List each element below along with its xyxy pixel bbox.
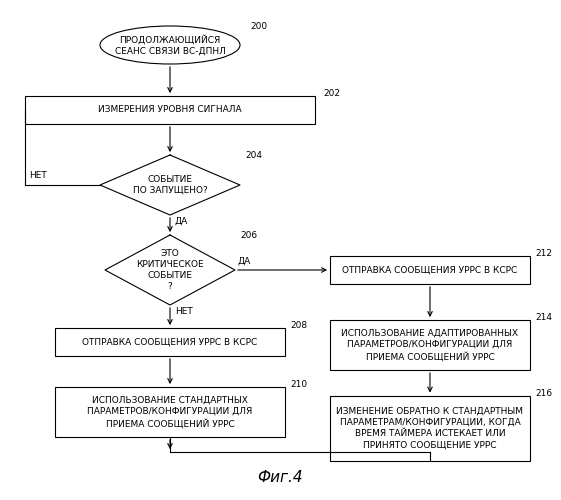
Text: 214: 214 bbox=[535, 313, 552, 322]
Text: СОБЫТИЕ
ПО ЗАПУЩЕНО?: СОБЫТИЕ ПО ЗАПУЩЕНО? bbox=[132, 175, 208, 195]
Text: ИЗМЕНЕНИЕ ОБРАТНО К СТАНДАРТНЫМ
ПАРАМЕТРАМ/КОНФИГУРАЦИИ, КОГДА
ВРЕМЯ ТАЙМЕРА ИСТ: ИЗМЕНЕНИЕ ОБРАТНО К СТАНДАРТНЫМ ПАРАМЕТР… bbox=[337, 407, 523, 449]
Text: НЕТ: НЕТ bbox=[29, 171, 47, 180]
Text: ИСПОЛЬЗОВАНИЕ СТАНДАРТНЫХ
ПАРАМЕТРОВ/КОНФИГУРАЦИИ ДЛЯ
ПРИЕМА СООБЩЕНИЙ УРРС: ИСПОЛЬЗОВАНИЕ СТАНДАРТНЫХ ПАРАМЕТРОВ/КОН… bbox=[88, 396, 252, 428]
Polygon shape bbox=[105, 235, 235, 305]
Bar bbox=[55, 387, 285, 437]
Text: ОТПРАВКА СООБЩЕНИЯ УРРС В КСРС: ОТПРАВКА СООБЩЕНИЯ УРРС В КСРС bbox=[342, 266, 518, 274]
Text: 210: 210 bbox=[290, 380, 307, 389]
Text: ОТПРАВКА СООБЩЕНИЯ УРРС В КСРС: ОТПРАВКА СООБЩЕНИЯ УРРС В КСРС bbox=[82, 338, 257, 346]
Text: 208: 208 bbox=[290, 321, 307, 330]
Text: 200: 200 bbox=[250, 22, 267, 31]
Text: ДА: ДА bbox=[175, 217, 188, 226]
Text: 202: 202 bbox=[323, 89, 340, 98]
Text: ЭТО
КРИТИЧЕСКОЕ
СОБЫТИЕ
?: ЭТО КРИТИЧЕСКОЕ СОБЫТИЕ ? bbox=[136, 249, 204, 291]
Bar bbox=[55, 328, 285, 356]
Bar bbox=[330, 396, 530, 460]
Text: ПРОДОЛЖАЮЩИЙСЯ
СЕАНС СВЯЗИ ВС-ДПНЛ: ПРОДОЛЖАЮЩИЙСЯ СЕАНС СВЯЗИ ВС-ДПНЛ bbox=[114, 34, 226, 56]
Bar bbox=[25, 96, 315, 124]
Text: ДА: ДА bbox=[238, 257, 251, 266]
Text: Фиг.4: Фиг.4 bbox=[257, 470, 303, 485]
Text: 204: 204 bbox=[245, 151, 262, 160]
Polygon shape bbox=[100, 155, 240, 215]
Text: ИЗМЕРЕНИЯ УРОВНЯ СИГНАЛА: ИЗМЕРЕНИЯ УРОВНЯ СИГНАЛА bbox=[98, 106, 242, 114]
Ellipse shape bbox=[100, 26, 240, 64]
Text: ИСПОЛЬЗОВАНИЕ АДАПТИРОВАННЫХ
ПАРАМЕТРОВ/КОНФИГУРАЦИИ ДЛЯ
ПРИЕМА СООБЩЕНИЙ УРРС: ИСПОЛЬЗОВАНИЕ АДАПТИРОВАННЫХ ПАРАМЕТРОВ/… bbox=[342, 329, 518, 361]
Text: 206: 206 bbox=[240, 231, 257, 240]
Text: НЕТ: НЕТ bbox=[175, 307, 193, 316]
Text: 216: 216 bbox=[535, 388, 552, 398]
Bar bbox=[330, 256, 530, 284]
Text: 212: 212 bbox=[535, 249, 552, 258]
Bar bbox=[330, 320, 530, 370]
